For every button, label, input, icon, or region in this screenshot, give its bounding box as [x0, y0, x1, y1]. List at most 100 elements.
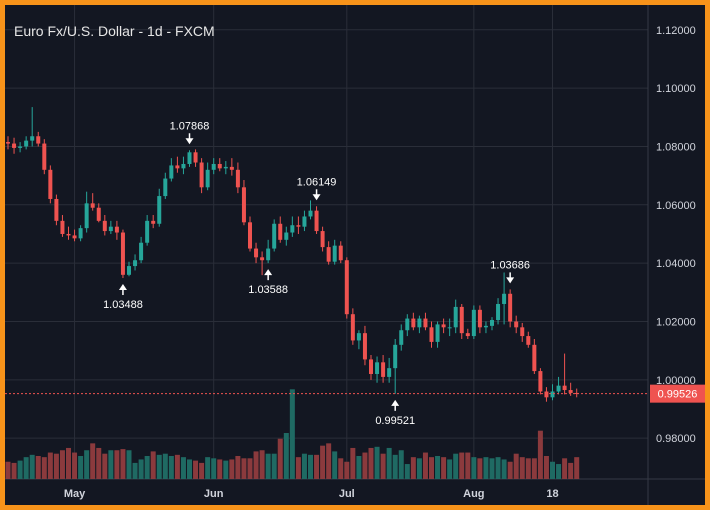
arrow-up-icon: [118, 284, 127, 291]
volume-bar: [332, 451, 338, 479]
volume-bar: [84, 450, 90, 479]
volume-bar: [562, 458, 568, 479]
volume-bar: [53, 453, 59, 479]
volume-bar: [326, 443, 332, 479]
volume-bar: [138, 459, 144, 479]
volume-bar: [556, 464, 562, 479]
candle-body: [326, 247, 331, 262]
y-tick-label: 1.10000: [656, 83, 696, 95]
volume-bar: [17, 460, 23, 479]
candle-body: [290, 225, 295, 233]
volume-bar: [66, 447, 71, 479]
volume-bar: [144, 456, 150, 479]
volume-bars: [5, 389, 580, 479]
candle-body: [157, 196, 162, 224]
high-annotation-label: 1.06149: [297, 176, 337, 188]
high-annotation-label: 1.07868: [170, 120, 210, 132]
candle-body: [84, 203, 89, 229]
volume-bar: [350, 447, 356, 479]
candle-body: [550, 391, 555, 398]
y-axis: 1.12000 1.10000 1.08000 1.06000 1.04000 1.020…: [656, 25, 696, 445]
candle-body: [241, 187, 246, 223]
candle-body: [562, 385, 567, 391]
candle-body: [471, 309, 476, 337]
candle-body: [441, 324, 446, 328]
candle-body: [60, 220, 65, 234]
candle-body: [181, 163, 186, 169]
candle-body: [453, 306, 458, 328]
current-price-badge: [650, 384, 705, 403]
candle-body: [574, 392, 579, 394]
volume-bar: [150, 451, 156, 479]
volume-bar: [410, 457, 416, 479]
arrow-down-icon: [506, 277, 515, 284]
volume-bar: [386, 447, 392, 479]
candle-body: [205, 169, 210, 188]
volume-bar: [404, 464, 410, 479]
volume-bar: [199, 462, 205, 479]
candle-body: [248, 222, 252, 249]
high-annotation-label: 1.03686: [490, 259, 530, 271]
volume-bar: [41, 457, 47, 479]
candle-body: [568, 390, 573, 393]
volume-bar: [29, 454, 35, 479]
volume-bar: [211, 458, 217, 479]
volume-bar: [501, 459, 507, 479]
volume-bar: [453, 453, 459, 479]
candle-body: [302, 216, 307, 227]
candle-body: [465, 333, 470, 337]
volume-bar: [537, 430, 543, 479]
candle-body: [163, 178, 168, 197]
candle-body: [169, 165, 174, 179]
volume-bar: [253, 451, 259, 479]
volume-bar: [295, 457, 301, 479]
candlestick-chart[interactable]: 0.99526 1.07868 1.03488 1.06149 1.03588 0.99…: [5, 5, 705, 505]
volume-bar: [507, 461, 513, 479]
candle-body: [217, 163, 222, 169]
candle-body: [223, 166, 228, 169]
candle-body: [308, 210, 313, 217]
candle-body: [423, 318, 428, 328]
volume-bar: [435, 456, 441, 479]
volume-bar: [108, 450, 114, 479]
candle-body: [429, 327, 434, 342]
candle-body: [260, 257, 265, 261]
volume-bar: [362, 452, 368, 479]
candle-body: [235, 169, 240, 188]
volume-bar: [477, 458, 483, 479]
current-price-line: 0.99526: [5, 384, 705, 403]
volume-bar: [314, 454, 320, 479]
candle-body: [320, 231, 325, 248]
volume-bar: [114, 450, 120, 479]
candle-body: [411, 318, 416, 328]
volume-bar: [574, 457, 580, 479]
candle-body: [127, 266, 131, 275]
volume-bar: [72, 452, 78, 479]
candle-body: [477, 309, 482, 328]
candle-body: [526, 336, 531, 345]
candle-body: [556, 385, 561, 392]
candle-body: [399, 330, 404, 345]
volume-bar: [495, 457, 501, 479]
candle-body: [538, 371, 543, 392]
x-tick-label: Jul: [339, 488, 355, 500]
candle-body: [502, 293, 507, 304]
volume-bar: [519, 457, 525, 479]
volume-bar: [180, 457, 186, 479]
candle-body: [284, 232, 289, 240]
volume-bar: [174, 454, 180, 479]
volume-bar: [441, 457, 447, 479]
candle-body: [96, 207, 101, 221]
candle-body: [496, 303, 501, 321]
volume-bar: [235, 456, 241, 479]
volume-bar: [168, 456, 174, 479]
candle-body: [42, 143, 47, 170]
y-tick-label: 1.00000: [656, 375, 696, 387]
candle-body: [435, 324, 440, 342]
volume-bar: [338, 458, 344, 479]
volume-bar: [78, 456, 84, 479]
x-tick-label: 18: [546, 488, 558, 500]
volume-bar: [308, 454, 313, 479]
low-annotation-label: 0.99521: [375, 415, 415, 427]
volume-bar: [120, 449, 126, 479]
